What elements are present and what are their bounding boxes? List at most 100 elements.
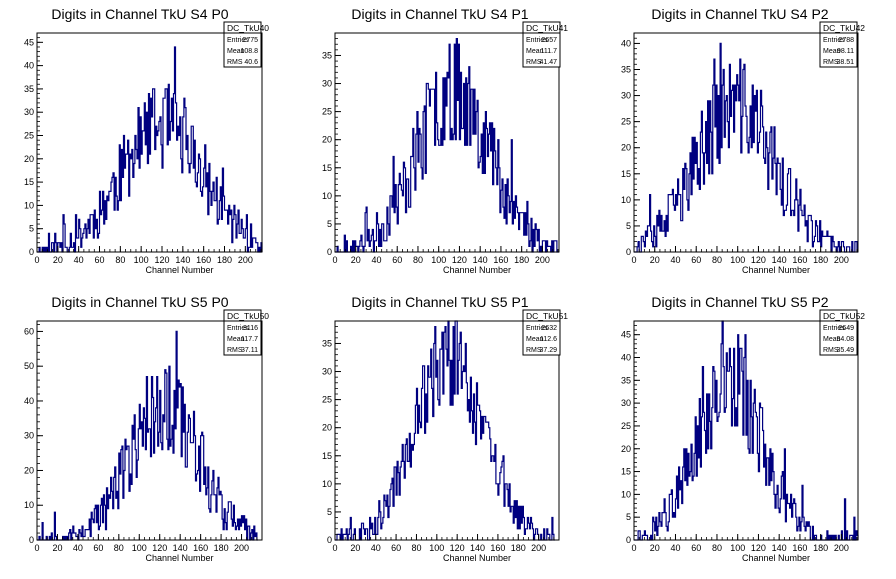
stats-box xyxy=(223,309,262,356)
panel-title: Digits in Channel TkU S5 P2 xyxy=(651,294,828,310)
x-axis-label: Channel Number xyxy=(145,265,213,275)
stats-name: DC_TkU52 xyxy=(823,311,865,321)
x-tick-label: 20 xyxy=(52,543,62,553)
x-tick-label: 80 xyxy=(411,543,421,553)
y-tick-label: 15 xyxy=(322,163,332,173)
x-tick-label: 180 xyxy=(214,543,229,553)
x-tick-label: 200 xyxy=(531,543,546,553)
stats-value: 3116 xyxy=(243,325,258,332)
y-tick-label: 5 xyxy=(327,507,332,517)
y-tick-label: 35 xyxy=(621,65,631,75)
x-tick-label: 40 xyxy=(670,255,680,265)
x-tick-label: 140 xyxy=(473,255,488,265)
x-tick-label: 140 xyxy=(772,255,787,265)
x-tick-label: 120 xyxy=(751,255,766,265)
y-tick-label: 45 xyxy=(24,37,34,47)
x-axis-label: Channel Number xyxy=(742,265,810,275)
x-tick-label: 140 xyxy=(772,543,787,553)
y-tick-label: 25 xyxy=(322,107,332,117)
x-tick-label: 20 xyxy=(350,543,360,553)
y-tick-label: 5 xyxy=(29,224,34,234)
y-tick-label: 10 xyxy=(322,479,332,489)
x-tick-label: 160 xyxy=(493,255,508,265)
stats-name: DC_TkU42 xyxy=(823,23,865,33)
stats-label: Entries xyxy=(227,37,249,44)
stats-value: 112.6 xyxy=(540,336,557,343)
stats-label: Mean xyxy=(227,336,245,343)
x-tick-label: 40 xyxy=(74,255,84,265)
x-tick-label: 60 xyxy=(691,255,701,265)
x-tick-label: 120 xyxy=(450,543,465,553)
x-tick-label: 160 xyxy=(196,255,211,265)
histogram-panel: Digits in Channel TkU S4 P1 0 5 10 15 20 25 30 3… xyxy=(322,6,568,275)
stats-label: RMS xyxy=(526,59,542,66)
stats-label: Mean xyxy=(526,48,544,55)
x-tick-label: 0 xyxy=(332,255,337,265)
x-axis-label: Channel Number xyxy=(443,265,511,275)
stats-box xyxy=(522,21,561,68)
stats-label: RMS xyxy=(227,59,243,66)
stats-label: Entries xyxy=(823,325,845,332)
y-tick-label: 5 xyxy=(327,219,332,229)
y-tick-label: 30 xyxy=(322,367,332,377)
panel-title: Digits in Channel TkU S5 P1 xyxy=(351,294,528,310)
y-tick-label: 35 xyxy=(322,50,332,60)
x-tick-label: 100 xyxy=(134,255,149,265)
stats-value: 2649 xyxy=(838,325,854,332)
y-tick-label: 30 xyxy=(24,107,34,117)
histogram-panel: Digits in Channel TkU S4 P2 0 5 10 15 20 25 30 3… xyxy=(621,6,865,275)
stats-value: 2657 xyxy=(541,37,557,44)
x-tick-label: 160 xyxy=(490,543,505,553)
y-tick-label: 15 xyxy=(621,169,631,179)
x-tick-label: 100 xyxy=(429,543,444,553)
y-tick-label: 10 xyxy=(621,195,631,205)
x-tick-label: 40 xyxy=(371,255,381,265)
histogram-series xyxy=(37,330,258,541)
x-tick-label: 80 xyxy=(712,543,722,553)
stats-value: 2632 xyxy=(541,325,557,332)
x-tick-label: 0 xyxy=(34,255,39,265)
y-tick-label: 35 xyxy=(24,84,34,94)
x-tick-label: 200 xyxy=(535,255,550,265)
y-tick-label: 35 xyxy=(322,338,332,348)
x-tick-label: 0 xyxy=(332,543,337,553)
stats-label: Entries xyxy=(526,325,548,332)
histogram-series xyxy=(335,38,559,253)
stats-value: 37.11 xyxy=(241,347,258,354)
x-tick-label: 60 xyxy=(93,543,103,553)
panel-title: Digits in Channel TkU S4 P1 xyxy=(351,6,528,22)
stats-value: 108.8 xyxy=(240,48,258,55)
x-tick-label: 20 xyxy=(53,255,63,265)
x-tick-label: 20 xyxy=(650,255,660,265)
y-tick-label: 0 xyxy=(29,247,34,257)
x-tick-label: 180 xyxy=(514,255,529,265)
x-tick-label: 60 xyxy=(691,543,701,553)
x-tick-label: 100 xyxy=(730,543,745,553)
stats-label: Entries xyxy=(526,37,548,44)
y-tick-label: 0 xyxy=(626,535,631,545)
x-axis-label: Channel Number xyxy=(742,553,810,563)
y-tick-label: 5 xyxy=(626,512,631,522)
x-tick-label: 40 xyxy=(371,543,381,553)
x-tick-label: 180 xyxy=(813,543,828,553)
y-tick-label: 0 xyxy=(327,535,332,545)
y-tick-label: 40 xyxy=(24,396,34,406)
x-tick-label: 40 xyxy=(73,543,83,553)
histogram-series xyxy=(634,42,858,253)
y-tick-label: 0 xyxy=(327,247,332,257)
histogram-panel: Digits in Channel TkU S5 P0 0 10 20 30 40 50 60… xyxy=(24,294,269,563)
y-tick-label: 20 xyxy=(621,444,631,454)
y-tick-label: 40 xyxy=(621,38,631,48)
x-tick-label: 140 xyxy=(470,543,485,553)
x-tick-label: 120 xyxy=(751,543,766,553)
stats-label: Mean xyxy=(823,336,841,343)
y-tick-label: 30 xyxy=(322,79,332,89)
y-tick-label: 10 xyxy=(24,500,34,510)
x-tick-label: 100 xyxy=(132,543,147,553)
x-tick-label: 60 xyxy=(391,543,401,553)
x-tick-label: 180 xyxy=(813,255,828,265)
stats-name: DC_TkU41 xyxy=(526,23,568,33)
y-tick-label: 50 xyxy=(24,361,34,371)
y-tick-label: 20 xyxy=(621,143,631,153)
